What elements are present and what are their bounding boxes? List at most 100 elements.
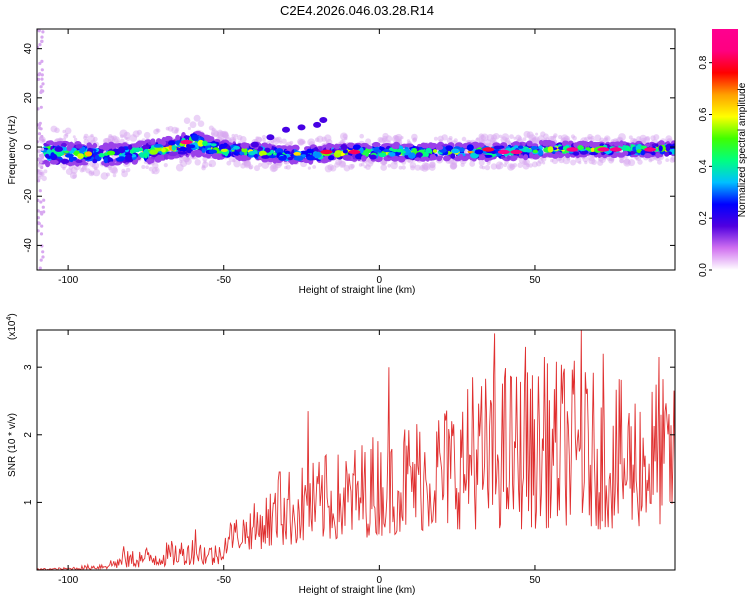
spectrogram-cell [115, 157, 125, 162]
snr-x-label: Height of straight line (km) [299, 585, 416, 596]
spectrogram-cell [75, 159, 83, 163]
spectrogram-halo-cell [234, 133, 238, 138]
x-tick-label: 0 [377, 575, 383, 586]
spectrogram-halo-cell [151, 170, 155, 174]
spectrogram-cell [269, 149, 275, 154]
snr-y-label: SNR (10 * v/v) [7, 413, 18, 477]
spectrogram-edge-cell [37, 229, 40, 233]
spectrogram-halo-cell [449, 163, 457, 170]
spectrogram-halo-cell [62, 129, 66, 134]
spectrogram-cell [156, 154, 163, 162]
spectrogram-cell [359, 147, 364, 154]
spectrogram-cell [161, 148, 166, 153]
spectrogram-cell [81, 162, 89, 166]
spectrogram-cell [241, 147, 248, 153]
snr-y-ticks: 1 2 3 [23, 364, 675, 505]
spectrogram-halo-cell [495, 164, 501, 170]
spectrogram-halo-cell [412, 137, 418, 142]
x-tick-label: 50 [529, 575, 541, 586]
spectrogram-halo-cell [83, 133, 89, 139]
spectrogram-cell [191, 134, 199, 141]
spectrogram-cell [175, 134, 181, 141]
spectrogram-cell [493, 145, 503, 150]
spectrogram-cell [197, 139, 205, 147]
spectrogram-cell [183, 135, 191, 139]
spectrogram-halo-cell [578, 161, 582, 165]
spectrogram-cell [258, 150, 267, 157]
spectrogram-cell [267, 155, 277, 159]
spectrogram-cell [98, 153, 105, 158]
spectrogram-cell [407, 152, 416, 159]
spectrogram-cell [415, 152, 423, 158]
spectrogram-cell [92, 158, 98, 164]
spectrogram-edge-cell [40, 244, 44, 248]
y-tick-label: -40 [23, 238, 34, 253]
spectrogram-edge-cell [40, 59, 44, 64]
spectrogram-edge-cell [42, 210, 46, 214]
spectrogram-halo-cell [65, 168, 73, 176]
spectrogram-cell [65, 153, 74, 158]
spectrogram-halo-cell [136, 129, 142, 135]
spectrogram-halo-cell [509, 134, 514, 140]
spectrogram-halo-cell [64, 127, 72, 135]
spectrogram-edge-cell [41, 30, 45, 34]
spectrogram-cell [458, 147, 465, 152]
spectrogram-halo-cell [233, 160, 241, 168]
spectrogram-cell [590, 147, 595, 153]
spectrogram-halo-cell [110, 135, 115, 139]
spectrogram-cell [60, 158, 70, 164]
spectrogram-halo-cell [312, 165, 317, 169]
spectrogram-cell [139, 152, 145, 158]
spectrogram-cell [50, 152, 55, 159]
spectrogram-halo-cell [62, 166, 66, 171]
spectrogram-halo-cell [37, 149, 42, 154]
spectrogram-cell [210, 143, 217, 147]
spectrogram-halo-cell [453, 138, 458, 143]
spectrogram-halo-cell [460, 162, 465, 167]
spectrogram-halo-cell [665, 135, 673, 143]
spectrogram-cell [510, 155, 519, 159]
spectrogram-cell [179, 146, 187, 152]
spectrogram-hotspot [482, 147, 495, 152]
spectrogram-edge-cell [41, 82, 45, 86]
spectrogram-heat-layer [37, 29, 675, 270]
spectrogram-cell [284, 150, 290, 154]
spectrogram-halo-cell [628, 135, 633, 140]
spectrogram-halo-cell [587, 153, 595, 162]
spectrogram-halo-cell [163, 163, 168, 168]
spectrogram-cell [171, 144, 176, 151]
spectrogram-cell [335, 150, 342, 154]
spectrogram-halo-cell [236, 134, 243, 141]
spectrogram-cell [84, 151, 93, 157]
spectrogram-halo-cell [243, 161, 248, 165]
spectrogram-cell [143, 152, 148, 159]
spectrogram-edge-cell [40, 224, 44, 228]
spectrogram-cell [429, 154, 436, 161]
spectrogram-cell [443, 155, 451, 162]
spectrogram-cell [651, 151, 656, 156]
spectrogram-cell [286, 145, 293, 152]
colorbar-label: Normalized spectral amplitude [737, 82, 748, 217]
spectrogram-halo-cell [37, 176, 42, 180]
spectrogram-halo-cell [550, 158, 554, 163]
spectrogram-halo-cell [119, 138, 125, 144]
spectrogram-halo-cell [83, 138, 89, 145]
spectrogram-halo-cell [628, 159, 636, 167]
spectrogram-edge-cell [38, 153, 43, 158]
y-tick-label: 0 [23, 144, 34, 150]
snr-frame [36, 329, 676, 571]
spectrogram-edge-cell [37, 107, 40, 111]
spectrogram-halo-cell [72, 135, 76, 139]
spectrogram-halo-cell [194, 159, 201, 166]
x-tick-label: -100 [58, 575, 78, 586]
y-tick-label: 3 [23, 364, 34, 370]
spectrogram-edge-cell [39, 258, 43, 262]
spectrogram-cell [92, 142, 98, 149]
spectrogram-edge-cell [37, 73, 41, 77]
spectrogram-cell [75, 144, 83, 149]
spectrogram-edge-cell [39, 105, 43, 109]
spectrogram-halo-cell [41, 175, 47, 182]
spectrogram-halo-cell [501, 133, 510, 141]
spectrogram-cell [451, 148, 460, 154]
spectrogram-halo-cell [515, 134, 522, 141]
